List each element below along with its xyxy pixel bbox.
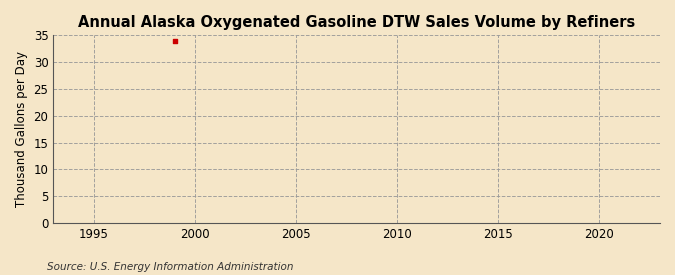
Y-axis label: Thousand Gallons per Day: Thousand Gallons per Day [15, 51, 28, 207]
Title: Annual Alaska Oxygenated Gasoline DTW Sales Volume by Refiners: Annual Alaska Oxygenated Gasoline DTW Sa… [78, 15, 635, 30]
Text: Source: U.S. Energy Information Administration: Source: U.S. Energy Information Administ… [47, 262, 294, 272]
Point [169, 39, 180, 43]
